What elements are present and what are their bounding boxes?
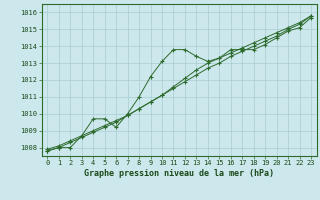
X-axis label: Graphe pression niveau de la mer (hPa): Graphe pression niveau de la mer (hPa) (84, 169, 274, 178)
